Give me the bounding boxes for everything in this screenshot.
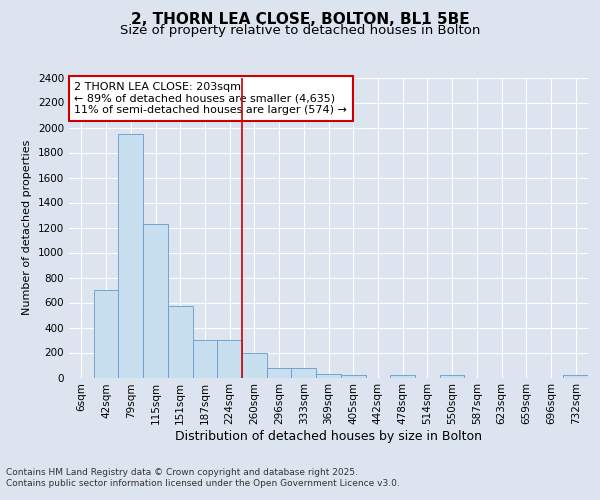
Bar xyxy=(143,224,168,378)
Bar xyxy=(193,340,217,378)
Text: 2 THORN LEA CLOSE: 203sqm
← 89% of detached houses are smaller (4,635)
11% of se: 2 THORN LEA CLOSE: 203sqm ← 89% of detac… xyxy=(74,82,347,115)
Bar xyxy=(292,368,316,378)
Bar xyxy=(242,352,267,378)
Bar xyxy=(217,340,242,378)
Bar xyxy=(563,375,588,378)
Bar xyxy=(341,375,365,378)
Text: 2, THORN LEA CLOSE, BOLTON, BL1 5BE: 2, THORN LEA CLOSE, BOLTON, BL1 5BE xyxy=(131,12,469,28)
Text: Contains HM Land Registry data © Crown copyright and database right 2025.
Contai: Contains HM Land Registry data © Crown c… xyxy=(6,468,400,487)
Bar xyxy=(316,374,341,378)
Bar xyxy=(168,306,193,378)
Bar xyxy=(94,290,118,378)
Text: Size of property relative to detached houses in Bolton: Size of property relative to detached ho… xyxy=(120,24,480,37)
Bar xyxy=(267,368,292,378)
X-axis label: Distribution of detached houses by size in Bolton: Distribution of detached houses by size … xyxy=(175,430,482,443)
Bar xyxy=(390,375,415,378)
Bar xyxy=(118,134,143,378)
Y-axis label: Number of detached properties: Number of detached properties xyxy=(22,140,32,315)
Bar xyxy=(440,375,464,378)
